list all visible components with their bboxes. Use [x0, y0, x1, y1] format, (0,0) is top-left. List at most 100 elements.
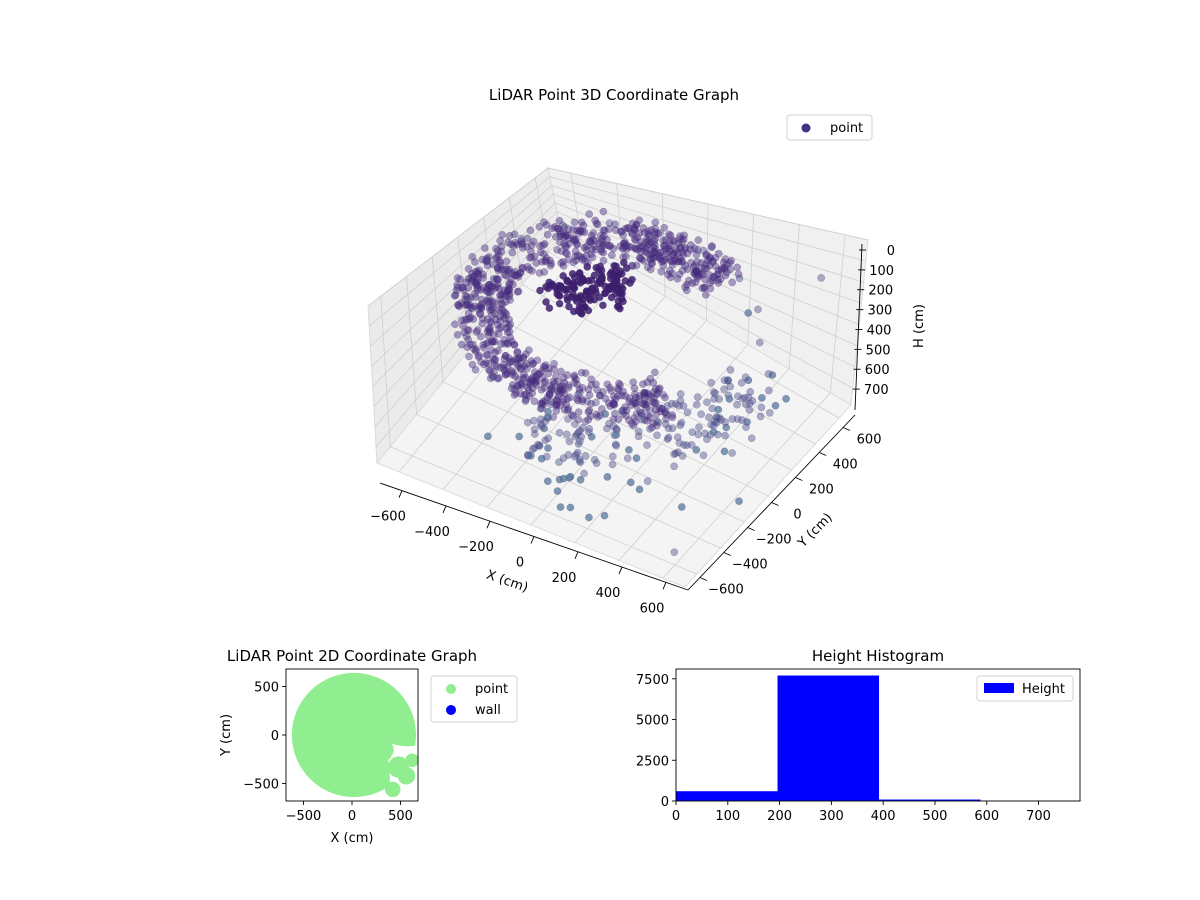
- point-3d: [473, 326, 482, 334]
- point-3d: [502, 370, 510, 379]
- point-3d: [619, 406, 627, 415]
- point-3d: [666, 231, 675, 240]
- point-3d: [531, 378, 540, 387]
- point-3d: [582, 245, 591, 254]
- point-3d: [469, 315, 478, 323]
- point-3d: [491, 348, 500, 357]
- legend-label-point-2d: point: [475, 682, 508, 697]
- point-3d: [482, 287, 491, 295]
- point-3d: [600, 511, 609, 520]
- point-3d: [528, 360, 537, 369]
- point-3d: [547, 397, 555, 406]
- z-tick-label-3d: 500: [866, 343, 891, 358]
- point-3d: [576, 458, 584, 466]
- point-3d: [592, 263, 601, 272]
- point-3d: [489, 260, 497, 269]
- point-3d: [654, 385, 663, 393]
- point-3d: [543, 393, 552, 402]
- point-3d: [560, 389, 569, 398]
- point-3d: [631, 244, 640, 252]
- point-3d: [545, 304, 554, 312]
- x-tick-3d: [574, 551, 579, 559]
- point-3d: [478, 315, 487, 323]
- point-3d: [477, 295, 486, 304]
- x-tick-label-hist: 0: [672, 809, 680, 824]
- histogram-bars: [676, 675, 1083, 801]
- point-3d: [697, 410, 705, 419]
- point-3d: [620, 243, 628, 252]
- point-3d: [548, 224, 557, 233]
- point-3d: [457, 299, 466, 307]
- point-3d: [622, 411, 630, 420]
- point-3d: [464, 309, 473, 318]
- histogram-title: Height Histogram: [812, 647, 944, 665]
- point-3d: [643, 378, 652, 387]
- point-3d: [486, 323, 494, 332]
- point-3d: [456, 275, 464, 284]
- point-3d: [511, 372, 520, 381]
- point-3d: [488, 297, 497, 306]
- point-3d: [651, 398, 660, 407]
- point-3d: [473, 267, 482, 276]
- point-3d: [684, 276, 693, 285]
- point-3d: [473, 286, 482, 295]
- point-3d: [539, 397, 547, 406]
- point-3d: [457, 316, 466, 325]
- point-3d: [640, 397, 649, 405]
- grid-line-3d-z: [372, 202, 860, 387]
- point-3d: [607, 293, 616, 302]
- point-3d: [514, 272, 523, 281]
- point-3d: [453, 281, 461, 289]
- point-3d: [528, 373, 537, 382]
- point-3d: [516, 268, 525, 277]
- point-3d: [559, 221, 567, 230]
- point-3d: [634, 427, 643, 436]
- point-3d: [482, 257, 491, 265]
- point-3d: [720, 447, 729, 456]
- point-3d: [650, 237, 658, 246]
- point-3d: [746, 399, 754, 408]
- point-3d: [649, 379, 658, 387]
- point-3d: [491, 337, 499, 346]
- point-3d: [575, 226, 584, 235]
- point-3d: [464, 283, 473, 292]
- point-3d: [670, 450, 678, 458]
- point-3d: [485, 325, 494, 334]
- point-3d: [603, 380, 612, 389]
- point-3d: [672, 245, 680, 254]
- y-ticks-2d: −500 0 500: [243, 680, 286, 793]
- point-3d: [722, 423, 731, 432]
- y-tick-label-3d: 600: [857, 433, 882, 448]
- point-3d: [556, 503, 565, 511]
- point-3d: [745, 406, 754, 414]
- point-3d: [547, 382, 555, 390]
- point-3d: [659, 390, 668, 399]
- point-3d: [587, 432, 596, 441]
- point-3d: [530, 425, 539, 434]
- point-3d: [654, 229, 662, 238]
- point-3d: [474, 305, 483, 314]
- grid-line-3d-back-x: [616, 183, 625, 273]
- point-3d: [535, 442, 544, 450]
- point-3d: [645, 391, 653, 399]
- point-3d: [555, 216, 564, 225]
- point-3d: [532, 259, 541, 267]
- point-3d: [631, 417, 640, 426]
- point-3d: [550, 379, 559, 388]
- point-3d: [726, 382, 735, 391]
- point-3d: [710, 273, 718, 281]
- point-3d: [680, 231, 688, 240]
- point-3d: [516, 354, 524, 362]
- point-3d: [748, 397, 757, 405]
- y-tick-3d: [747, 527, 755, 531]
- point-3d: [621, 392, 630, 400]
- point-3d: [607, 386, 616, 395]
- point-3d: [626, 478, 635, 487]
- point-3d: [717, 415, 726, 424]
- point-3d: [570, 236, 579, 245]
- point-3d: [484, 288, 493, 297]
- point-cluster-2d: [385, 781, 401, 798]
- point-3d: [457, 340, 466, 349]
- point-3d: [700, 265, 709, 274]
- point-3d: [543, 230, 552, 239]
